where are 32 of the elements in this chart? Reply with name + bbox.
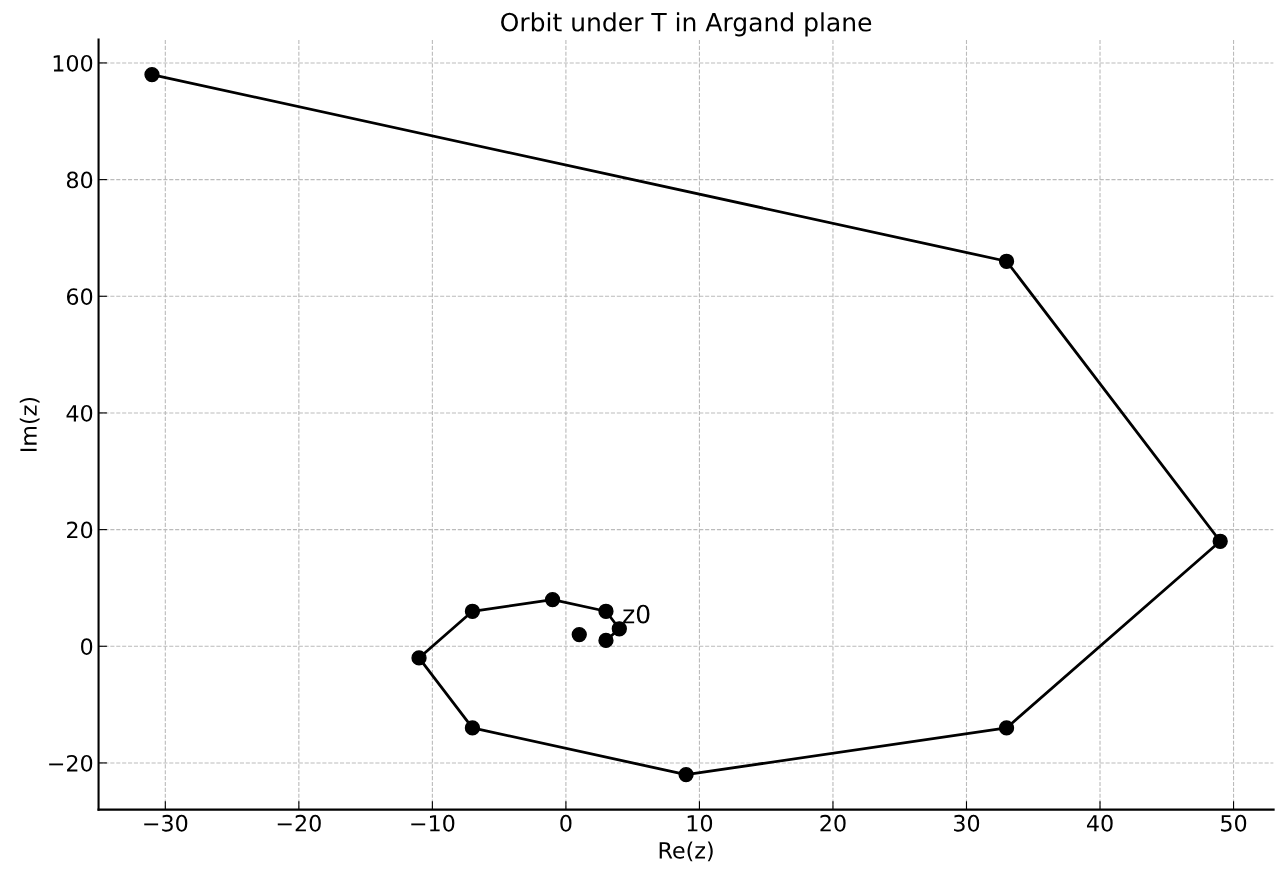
y-tick-label: 40 [66,404,93,422]
point [1212,533,1228,549]
x-tick-label: 0 [560,814,572,832]
point [598,632,614,649]
x-tick-label: 30 [954,814,980,832]
point [464,720,481,736]
y-tick-label: 80 [66,171,93,189]
x-tick-label: −10 [411,814,455,832]
y-tick-label: 20 [67,521,93,539]
x-tick-label: 20 [820,814,846,832]
x-tick-label: −20 [277,814,321,832]
point [144,66,160,83]
point [998,253,1015,269]
y-axis-title: Im(z) [19,397,40,452]
annotation: z0 [623,604,650,624]
x-tick-label: 40 [1086,814,1113,832]
x-tick-label: −30 [144,814,188,832]
y-tick-label: −20 [49,754,93,772]
point [544,591,561,608]
x-tick-label: 10 [687,814,713,832]
point [998,720,1015,736]
x-axis-title: Re(z) [659,841,713,862]
x-tick-label: 50 [1221,814,1247,832]
y-tick-label: 100 [53,54,93,72]
point [411,650,427,666]
point [571,626,587,643]
chart-title: Orbit under T in Argand plane [501,12,872,37]
y-tick-label: 60 [66,288,93,306]
point [464,603,481,619]
point [598,603,614,619]
y-tick-label: 0 [81,638,93,656]
point [678,766,694,783]
